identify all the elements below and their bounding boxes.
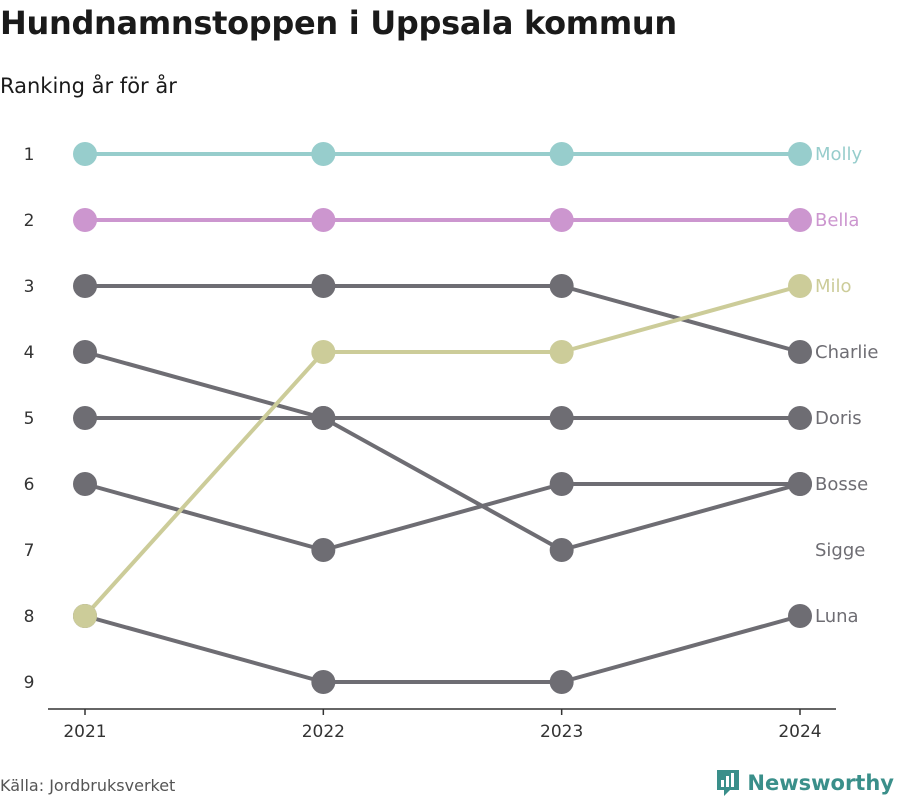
point-charlie-2021 [73, 274, 97, 298]
point-sigge-2022 [311, 406, 336, 430]
point-bosse-2022 [311, 538, 336, 562]
source-note: Källa: Jordbruksverket [0, 776, 176, 795]
series-line-charlie [83, 284, 802, 354]
y-tick-label: 8 [24, 607, 35, 627]
series-line-sigge [83, 350, 802, 552]
series-line-luna [83, 614, 802, 684]
x-tick-label: 2021 [63, 722, 106, 742]
end-label-sigge: Sigge [815, 540, 865, 561]
x-tick-label: 2022 [302, 722, 345, 742]
y-tick-label: 4 [24, 343, 35, 363]
point-bosse-2021 [73, 472, 97, 496]
series-lines-gray [83, 284, 802, 684]
point-sigge-2024 [788, 472, 812, 496]
point-milo-2021 [73, 604, 97, 628]
brand-logo: Newsworthy [715, 768, 894, 798]
chart-subtitle: Ranking år för år [0, 74, 177, 98]
bump-chart: 1 2 3 4 5 6 7 8 9 2021 2022 2023 2024 Molly Bella Mil… [24, 142, 878, 742]
point-bosse-2023 [549, 472, 574, 496]
series-lines-highlight [83, 152, 802, 618]
end-label-milo: Milo [815, 276, 852, 297]
series-line-bosse [83, 482, 802, 552]
point-doris-2021 [73, 406, 97, 430]
point-luna-2022 [311, 670, 336, 694]
y-tick-label: 2 [24, 211, 35, 231]
end-label-bella: Bella [815, 210, 859, 231]
point-charlie-2022 [311, 274, 336, 298]
point-sigge-2021 [73, 340, 97, 364]
point-bella-2021 [73, 208, 97, 232]
y-tick-label: 1 [24, 145, 35, 165]
y-tick-label: 5 [24, 409, 35, 429]
end-label-charlie: Charlie [815, 342, 878, 363]
x-axis: 2021 2022 2023 2024 [63, 709, 822, 742]
x-tick-label: 2023 [540, 722, 583, 742]
point-molly-2024 [788, 142, 812, 166]
point-sigge-2023 [549, 538, 574, 562]
end-label-molly: Molly [815, 144, 863, 165]
point-charlie-2024 [788, 340, 812, 364]
y-tick-label: 6 [24, 475, 35, 495]
point-doris-2023 [549, 406, 574, 430]
point-molly-2022 [311, 142, 336, 166]
end-labels: Molly Bella Milo Charlie Doris Bosse Sigge Luna [815, 144, 878, 627]
end-label-bosse: Bosse [815, 474, 868, 495]
point-doris-2024 [788, 406, 812, 430]
end-label-luna: Luna [815, 606, 859, 627]
y-tick-label: 9 [24, 673, 35, 693]
point-bella-2023 [549, 208, 574, 232]
point-milo-2022 [311, 340, 336, 364]
point-luna-2024 [788, 604, 812, 628]
newsworthy-logo-icon [717, 770, 740, 796]
point-molly-2021 [73, 142, 97, 166]
point-luna-2023 [549, 670, 574, 694]
point-bella-2022 [311, 208, 336, 232]
y-tick-label: 7 [24, 541, 35, 561]
point-molly-2023 [549, 142, 574, 166]
chart-title: Hundnamnstoppen i Uppsala kommun [0, 4, 677, 42]
end-label-doris: Doris [815, 408, 862, 429]
brand-name: Newsworthy [747, 771, 894, 795]
y-axis: 1 2 3 4 5 6 7 8 9 [24, 145, 35, 693]
y-tick-label: 3 [24, 277, 35, 297]
point-bella-2024 [788, 208, 812, 232]
point-milo-2023 [549, 340, 574, 364]
series-line-milo [83, 284, 802, 618]
point-milo-2024 [788, 274, 812, 298]
x-tick-label: 2024 [778, 722, 821, 742]
series-points [73, 142, 812, 694]
point-charlie-2023 [549, 274, 574, 298]
